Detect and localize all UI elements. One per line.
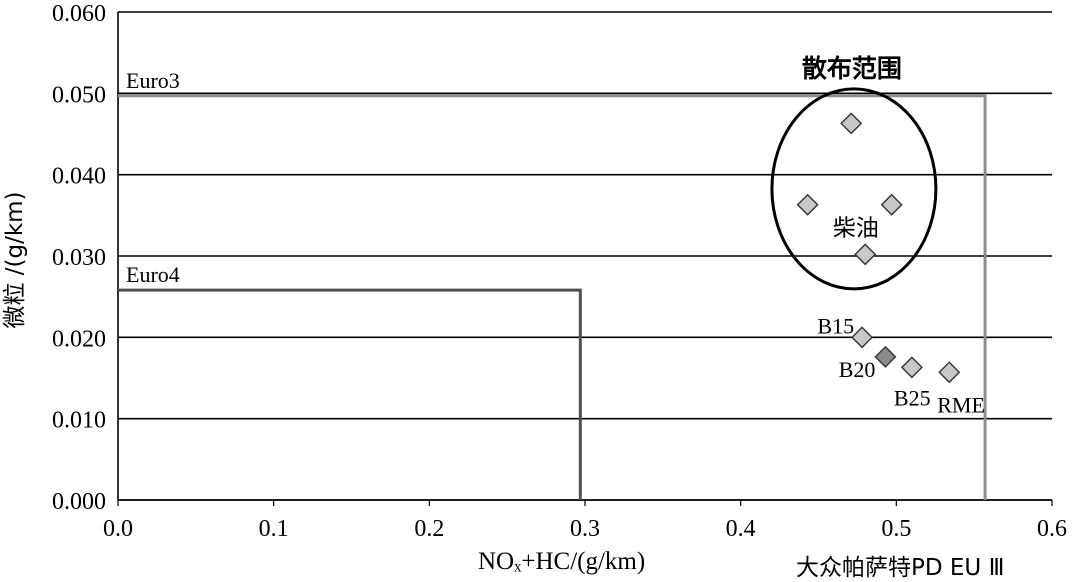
data-point xyxy=(874,345,897,368)
x-tick-label: 0.5 xyxy=(881,516,911,542)
y-tick-label: 0.040 xyxy=(52,164,106,190)
data-point xyxy=(854,243,877,266)
y-tick-label: 0.050 xyxy=(52,82,106,108)
x-tick-label: 0.0 xyxy=(103,516,133,542)
point-label-b15: B15 xyxy=(817,313,854,338)
x-axis-title: NOₓ+HC/(g/km) xyxy=(478,548,646,575)
diesel-label: 柴油 xyxy=(833,216,879,242)
data-point xyxy=(851,326,874,349)
limit-label-euro3: Euro3 xyxy=(126,68,180,93)
limit-line-euro3 xyxy=(118,94,987,500)
y-tick-label: 0.060 xyxy=(52,1,106,27)
x-tick-label: 0.3 xyxy=(570,516,600,542)
data-point xyxy=(840,112,863,135)
data-point xyxy=(796,193,819,216)
footnote: 大众帕萨特PD EU Ⅲ xyxy=(796,555,1005,581)
y-tick-label: 0.030 xyxy=(52,245,106,271)
y-tick-label: 0.020 xyxy=(52,326,106,352)
label-layer: B15 B20 B25 RME 柴油 xyxy=(817,216,985,418)
data-point xyxy=(938,361,961,384)
y-tick-label: 0.010 xyxy=(52,408,106,434)
x-tick-label: 0.4 xyxy=(726,516,756,542)
x-tick-label: 0.1 xyxy=(259,516,289,542)
scatter-region-label: 散布范围 xyxy=(802,54,902,83)
point-label-b25: B25 xyxy=(894,385,931,410)
data-point xyxy=(900,356,923,379)
data-point xyxy=(880,193,903,216)
point-label-rme: RME xyxy=(937,392,985,417)
y-axis-title: 微粒 /(g/km) xyxy=(2,191,28,328)
point-label-b20: B20 xyxy=(839,357,876,382)
point-layer xyxy=(796,112,961,384)
scatter-region-ellipse xyxy=(770,87,938,291)
y-tick-label: 0.000 xyxy=(52,489,106,515)
limit-line-euro4 xyxy=(118,288,582,500)
limit-layer: Euro3 Euro4 xyxy=(118,68,987,500)
axis-layer: 0.000 0.010 0.020 0.030 0.040 0.050 0.060 0.0 0.… xyxy=(2,1,1067,542)
limit-label-euro4: Euro4 xyxy=(126,262,180,287)
x-tick-label: 0.6 xyxy=(1037,516,1067,542)
grid-layer xyxy=(118,11,1052,501)
x-tick-label: 0.2 xyxy=(414,516,444,542)
region-layer: 散布范围 xyxy=(770,54,938,291)
